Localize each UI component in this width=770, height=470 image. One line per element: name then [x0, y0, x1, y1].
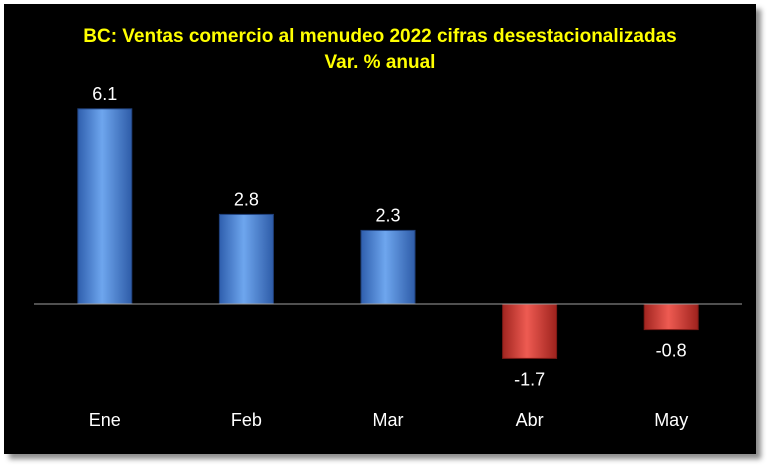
bar-feb — [218, 213, 274, 305]
bar-chart: BC: Ventas comercio al menudeo 2022 cifr… — [34, 26, 742, 430]
data-label-ene: 6.1 — [92, 84, 117, 104]
bar-ene — [77, 108, 133, 305]
x-tick-label-feb: Feb — [231, 410, 262, 430]
data-label-feb: 2.8 — [234, 189, 259, 209]
bar-may — [643, 303, 699, 331]
x-tick-label-ene: Ene — [89, 410, 121, 430]
x-tick-label-mar: Mar — [373, 410, 404, 430]
bars-layer: 6.1 Ene 2.8 Feb 2.3 Mar -1.7 Abr -0.8 May — [77, 84, 699, 430]
bar-mar — [360, 229, 416, 305]
bar-abr — [502, 303, 558, 359]
chart-frame: BC: Ventas comercio al menudeo 2022 cifr… — [4, 4, 756, 454]
chart-title: BC: Ventas comercio al menudeo 2022 cifr… — [83, 26, 676, 47]
data-label-mar: 2.3 — [375, 205, 400, 225]
data-label-abr: -1.7 — [514, 369, 545, 389]
data-label-may: -0.8 — [656, 341, 687, 361]
chart-subtitle: Var. % anual — [325, 52, 436, 73]
x-tick-label-abr: Abr — [516, 410, 544, 430]
x-tick-label-may: May — [654, 410, 688, 430]
